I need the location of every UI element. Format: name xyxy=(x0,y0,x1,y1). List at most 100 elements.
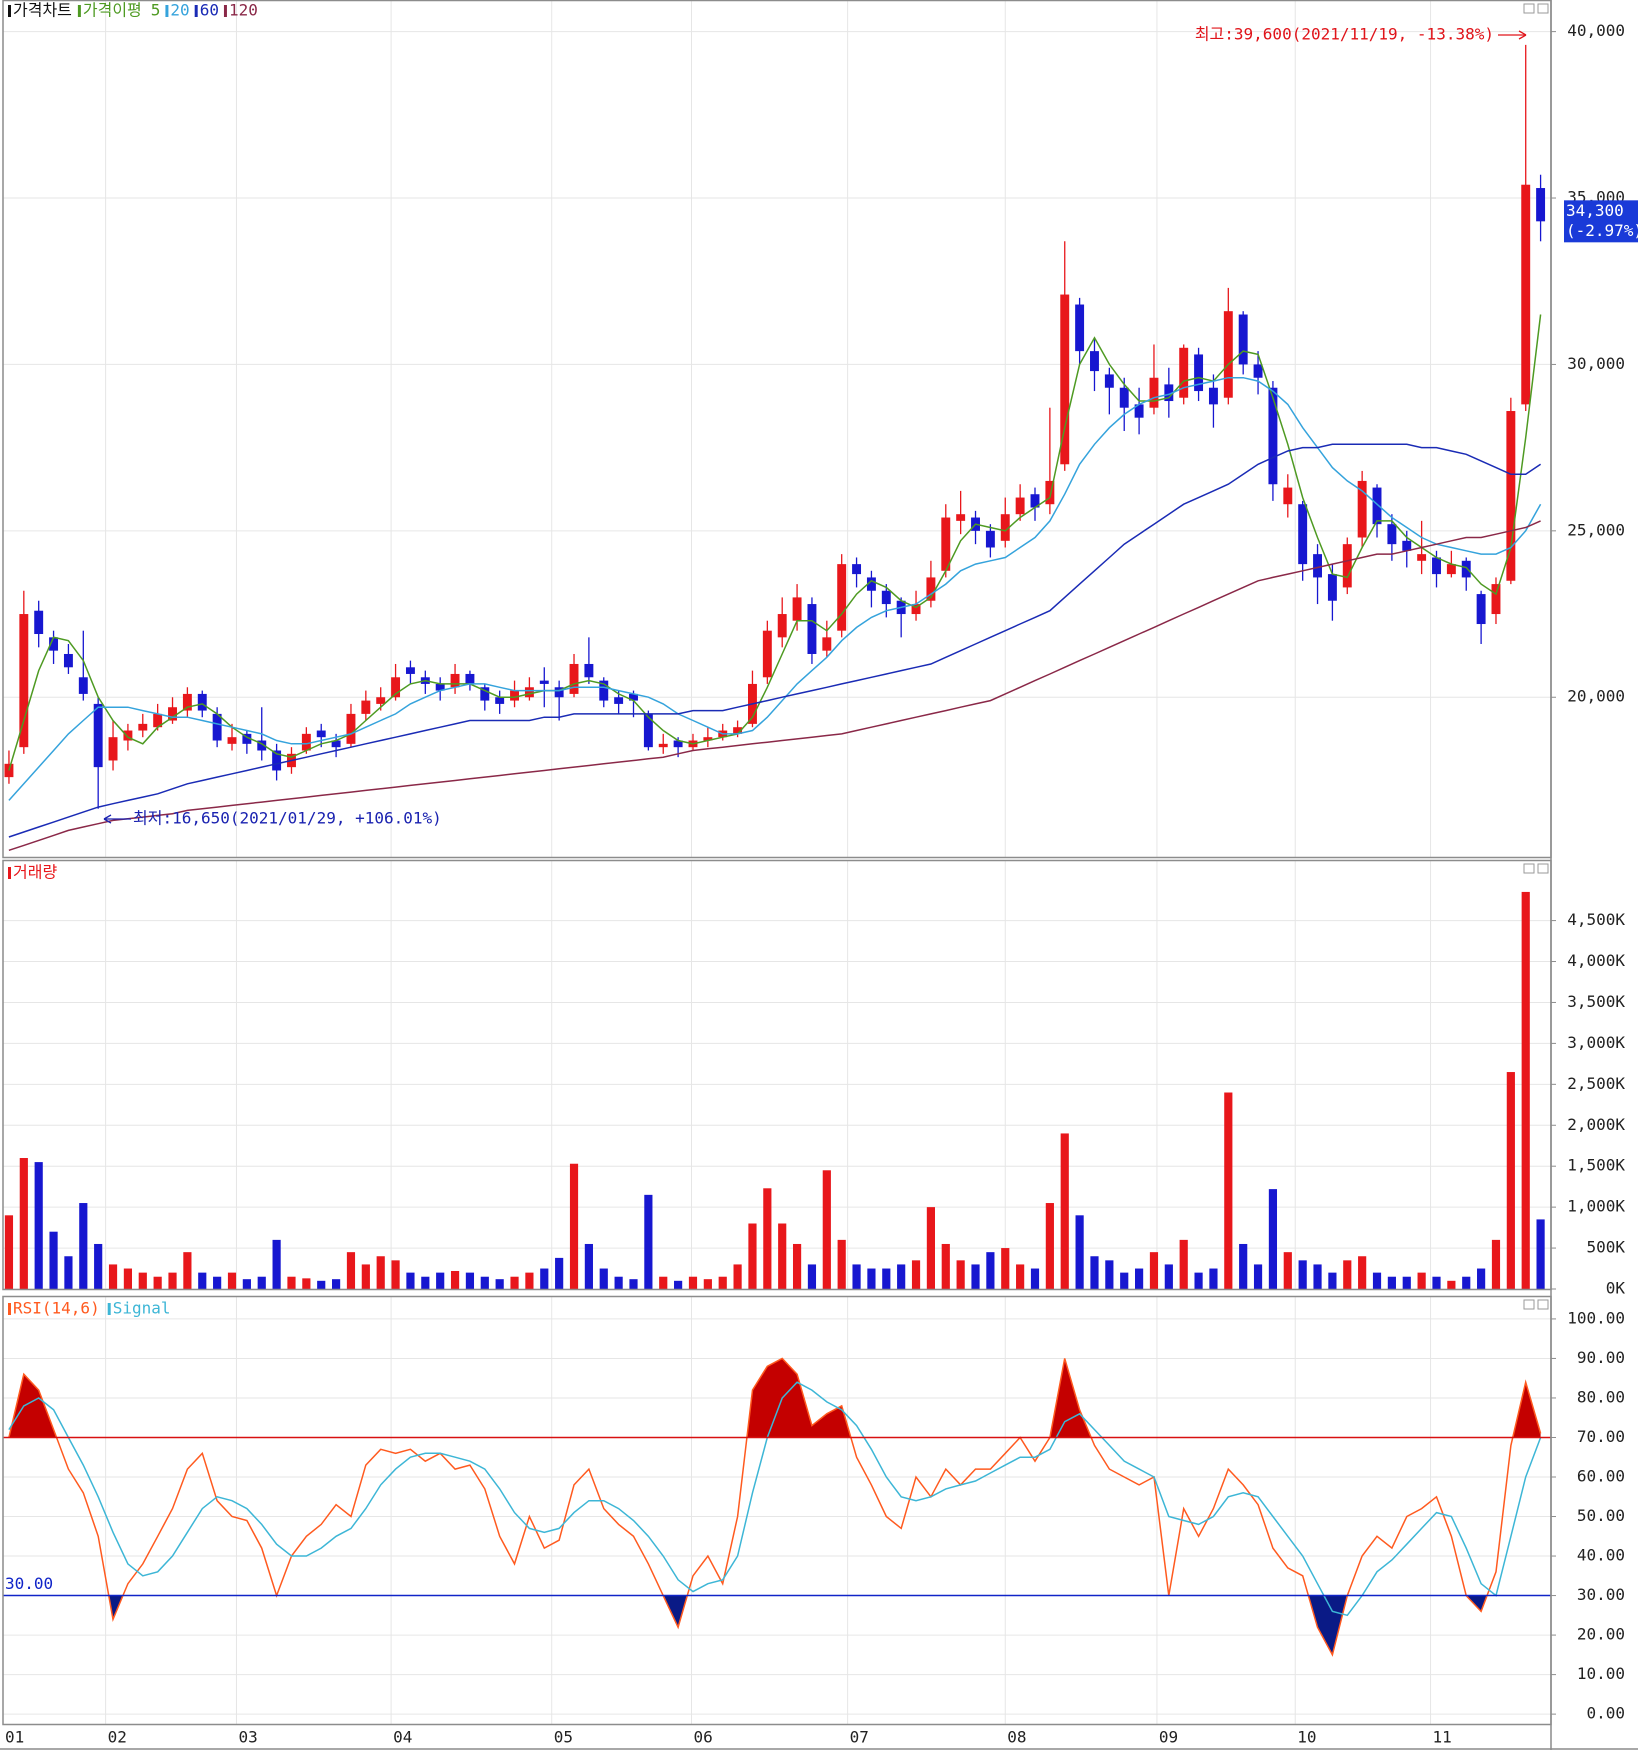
volume-bar xyxy=(1477,1268,1486,1289)
candle-body xyxy=(1208,387,1218,405)
candle-body xyxy=(1045,480,1055,505)
y-tick-label: 40.00 xyxy=(1577,1546,1625,1565)
y-tick-label: 1,500K xyxy=(1567,1156,1625,1175)
volume-bar xyxy=(971,1264,980,1289)
candle-body xyxy=(762,630,772,678)
volume-bar xyxy=(317,1280,326,1289)
legend-swatch xyxy=(165,5,169,17)
moving-average-line xyxy=(8,314,1542,771)
candle-body xyxy=(554,687,564,698)
candle-body xyxy=(1506,411,1516,581)
volume-bar xyxy=(763,1188,772,1289)
volume-bar xyxy=(733,1264,742,1289)
volume-bar xyxy=(1045,1203,1054,1289)
volume-bar xyxy=(1491,1239,1501,1289)
volume-bar xyxy=(1239,1243,1248,1289)
volume-bar xyxy=(599,1268,608,1289)
candle-body xyxy=(361,700,371,714)
volume-bar xyxy=(495,1279,504,1289)
y-tick-label: 2,000K xyxy=(1567,1115,1625,1134)
candle-body xyxy=(1372,487,1382,525)
volume-bar xyxy=(1506,1072,1515,1289)
legend-swatch xyxy=(223,5,227,17)
plot-area xyxy=(4,891,1545,1289)
volume-bar xyxy=(882,1268,891,1289)
candle-body xyxy=(1119,387,1129,408)
candle-body xyxy=(1446,564,1456,575)
volume-bar xyxy=(644,1194,653,1289)
candle-body xyxy=(242,733,252,744)
candle-body xyxy=(376,697,386,704)
volume-bar xyxy=(168,1272,177,1289)
volume-bar xyxy=(569,1163,579,1289)
volume-bar xyxy=(1298,1260,1307,1289)
candle-body xyxy=(584,663,594,678)
panel-close-icon xyxy=(1537,863,1549,874)
y-tick-label: 60.00 xyxy=(1577,1467,1625,1486)
candle-body xyxy=(465,673,475,684)
candle-body xyxy=(807,604,817,654)
threshold-label: 30.00 xyxy=(5,1574,53,1593)
volume-bar xyxy=(867,1268,876,1289)
y-tick-label: 20,000 xyxy=(1567,687,1625,706)
candle-body xyxy=(1134,404,1144,418)
candle-body xyxy=(153,713,163,728)
volume-bar xyxy=(49,1231,58,1289)
volume-bar xyxy=(1105,1260,1114,1289)
volume-bar xyxy=(614,1276,623,1289)
volume-bar xyxy=(1417,1272,1426,1289)
legend-swatch xyxy=(8,5,11,17)
y-tick-label: 4,500K xyxy=(1567,910,1625,929)
candle-body xyxy=(1149,377,1159,408)
last-change-label: (-2.97%) xyxy=(1566,221,1638,240)
volume-bar xyxy=(1090,1256,1099,1289)
volume-bar xyxy=(272,1239,281,1289)
volume-bar xyxy=(674,1280,683,1289)
y-tick-label: 20.00 xyxy=(1577,1625,1625,1644)
candle-body xyxy=(1268,387,1278,485)
volume-bar xyxy=(1402,1276,1411,1289)
volume-bar xyxy=(1268,1189,1278,1289)
candle-body xyxy=(1060,294,1070,465)
volume-bar xyxy=(1135,1268,1144,1289)
series-legend-label: Signal xyxy=(113,1299,171,1318)
panel-close-icon xyxy=(1537,1299,1549,1310)
moving-average-line xyxy=(8,443,1542,838)
y-tick-label: 25,000 xyxy=(1567,520,1625,539)
candle-body xyxy=(1179,347,1189,398)
candle-body xyxy=(212,713,222,741)
volume-bar xyxy=(213,1276,222,1289)
candle-body xyxy=(599,680,609,701)
panel-minimize-icon xyxy=(1523,1299,1535,1310)
candle-body xyxy=(182,693,192,711)
y-tick-label: 30.00 xyxy=(1577,1585,1625,1604)
candle-body xyxy=(1298,504,1308,565)
legend-swatch xyxy=(107,1303,111,1315)
candle-body xyxy=(197,693,207,711)
volume-bar xyxy=(153,1276,162,1289)
volume-bar xyxy=(1120,1272,1129,1289)
candle-body xyxy=(1283,487,1293,505)
volume-bar xyxy=(1253,1264,1263,1289)
candle-body xyxy=(941,517,951,571)
volume-bar xyxy=(1283,1252,1292,1289)
volume-bar xyxy=(391,1260,400,1289)
volume-bar xyxy=(227,1272,237,1289)
y-tick-label: 90.00 xyxy=(1577,1348,1625,1367)
volume-bar xyxy=(1030,1268,1040,1289)
volume-bar xyxy=(540,1268,549,1289)
candle-body xyxy=(569,663,579,694)
volume-bar xyxy=(897,1264,906,1289)
candle-body xyxy=(1461,560,1471,578)
chart-title: 가격차트 xyxy=(13,1,72,20)
candle-body xyxy=(1000,514,1010,541)
candle-body xyxy=(1223,311,1233,398)
volume-bar xyxy=(778,1223,787,1289)
candle-body xyxy=(643,713,653,748)
candle-body xyxy=(19,614,29,748)
candle-body xyxy=(1387,524,1397,545)
rsi-line xyxy=(8,1357,1542,1657)
volume-bar xyxy=(956,1260,965,1289)
candle-body xyxy=(138,723,148,731)
